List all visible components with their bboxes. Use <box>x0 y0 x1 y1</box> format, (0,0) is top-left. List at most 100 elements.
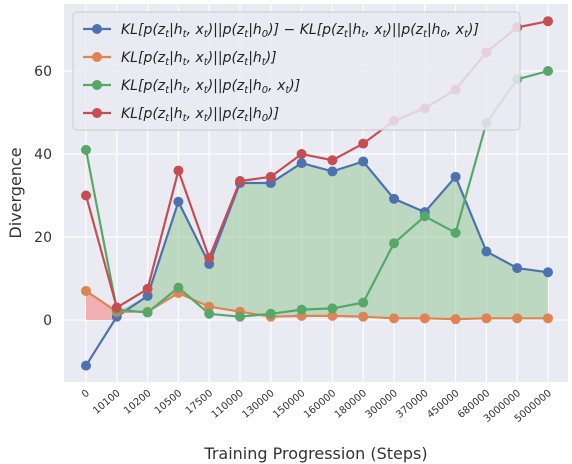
y-tick-label: 0 <box>43 313 52 329</box>
legend-label-part: )||p(z <box>207 106 245 122</box>
x-tick-label: 110000 <box>210 388 246 421</box>
legend-label-part: t <box>204 113 209 124</box>
series-3-point <box>142 283 153 294</box>
series-1-point <box>512 313 523 324</box>
series-1-point <box>419 313 430 324</box>
series-3-point <box>327 155 338 166</box>
legend-label-part: 0 <box>262 85 268 96</box>
legend-label-part: , x <box>365 22 383 38</box>
legend-label-part: |h <box>169 50 183 66</box>
series-0-point <box>296 158 307 169</box>
series-3-point <box>296 149 307 159</box>
series-0-point <box>512 263 523 274</box>
legend-label-part: )] <box>467 22 479 38</box>
series-2-point <box>543 66 553 76</box>
x-tick-label: 130000 <box>240 388 276 421</box>
series-3-point <box>265 171 276 182</box>
series-0-point <box>389 193 399 204</box>
legend-box <box>72 11 521 131</box>
series-0-point <box>543 267 553 278</box>
series-2-point <box>265 308 276 319</box>
legend-label-part: t <box>204 57 209 68</box>
legend-label-part: t <box>464 29 469 40</box>
legend-swatch-point-2 <box>92 80 102 90</box>
legend-label-part: t <box>183 57 188 68</box>
series-line-2 <box>84 69 549 318</box>
legend-label-part: t <box>285 85 290 96</box>
series-0-point <box>81 360 91 371</box>
legend-label-part: |h <box>248 50 262 66</box>
legend-label-part: , x <box>187 22 205 38</box>
series-3-point <box>358 138 369 149</box>
fill-area-green <box>116 161 549 320</box>
series-2-point <box>142 307 153 318</box>
series-0-point <box>481 246 492 257</box>
legend-label-part: , x <box>447 22 465 38</box>
legend-label-part: , x <box>268 78 286 94</box>
series-0-point <box>142 290 153 301</box>
legend-label-part: t <box>244 29 249 40</box>
legend-label-part: t <box>204 85 209 96</box>
series-2-point <box>204 308 215 319</box>
series-3-point <box>204 252 215 263</box>
legend-label-part: 0 <box>262 29 268 40</box>
legend-label-part: KL[p(z <box>121 22 166 38</box>
legend-label-part: 0 <box>441 29 447 40</box>
y-tick-label: 40 <box>34 147 52 163</box>
x-tick-label: 10500 <box>153 388 184 417</box>
fill-areas <box>86 161 549 320</box>
legend-swatch-point-1 <box>92 52 102 62</box>
legend-label-part: |h <box>169 106 183 122</box>
y-axis-label: Divergence <box>6 147 25 238</box>
legend: KL[p(zt|ht, xt)||p(zt|h0)] − KL[p(zt|ht,… <box>72 11 521 131</box>
series-2-point <box>173 282 184 293</box>
series-1-point <box>204 301 215 312</box>
x-tick-label: 450000 <box>425 388 461 421</box>
legend-label-part: KL[p(z <box>121 78 166 94</box>
legend-label-part: |h <box>348 22 362 38</box>
series-3-point <box>235 175 245 186</box>
legend-label-part: t <box>165 57 170 68</box>
legend-label-part: |h <box>169 78 183 94</box>
series-0-point <box>358 156 369 167</box>
series-0-point <box>450 171 461 182</box>
series-2-point <box>296 304 307 315</box>
legend-label-part: t <box>344 29 349 40</box>
x-tick-label: 180000 <box>333 388 369 421</box>
series-0-point <box>173 196 184 207</box>
legend-label-part: , x <box>187 106 205 122</box>
series-points <box>81 16 553 371</box>
legend-swatch-point-0 <box>92 24 102 34</box>
legend-label-part: t <box>183 29 188 40</box>
series-3-point <box>111 302 122 313</box>
legend-label-part: |h <box>248 22 262 38</box>
y-tick-label: 20 <box>34 230 52 246</box>
series-2-point <box>389 238 399 249</box>
fill-area-red <box>86 290 117 320</box>
series-3-point <box>173 165 184 176</box>
x-tick-label: 160000 <box>302 388 338 421</box>
series-2-point <box>419 211 430 222</box>
legend-label-part: |h <box>427 22 441 38</box>
legend-label-2: KL[p(zt|ht, xt)||p(zt|h0, xt)] <box>121 78 300 96</box>
x-tick-labels: 0 10100 10200 10500 175001100001300001500001… <box>80 388 554 425</box>
legend-label-part: |h <box>248 106 262 122</box>
x-tick-label: 10100 <box>91 388 122 417</box>
legend-label-part: t <box>165 113 170 124</box>
legend-label-part: t <box>165 29 170 40</box>
series-1-point <box>327 310 338 321</box>
series-2-point <box>358 297 369 308</box>
legend-label-part: 0 <box>262 113 268 124</box>
y-tick-label: 60 <box>34 64 52 80</box>
legend-label-part: t <box>423 29 428 40</box>
y-tick-labels: 0 20 40 60 <box>34 64 52 329</box>
series-1-point <box>481 313 492 324</box>
x-axis-label: Training Progression (Steps) <box>203 444 427 463</box>
series-1-point <box>543 313 553 324</box>
series-1-point <box>358 311 369 322</box>
x-tick-label: 150000 <box>271 388 307 421</box>
legend-label-part: )||p(z <box>207 22 245 38</box>
series-2-point <box>81 144 91 155</box>
legend-label-1: KL[p(zt|ht, xt)||p(zt|ht)] <box>121 50 277 68</box>
legend-label-part: t <box>183 113 188 124</box>
